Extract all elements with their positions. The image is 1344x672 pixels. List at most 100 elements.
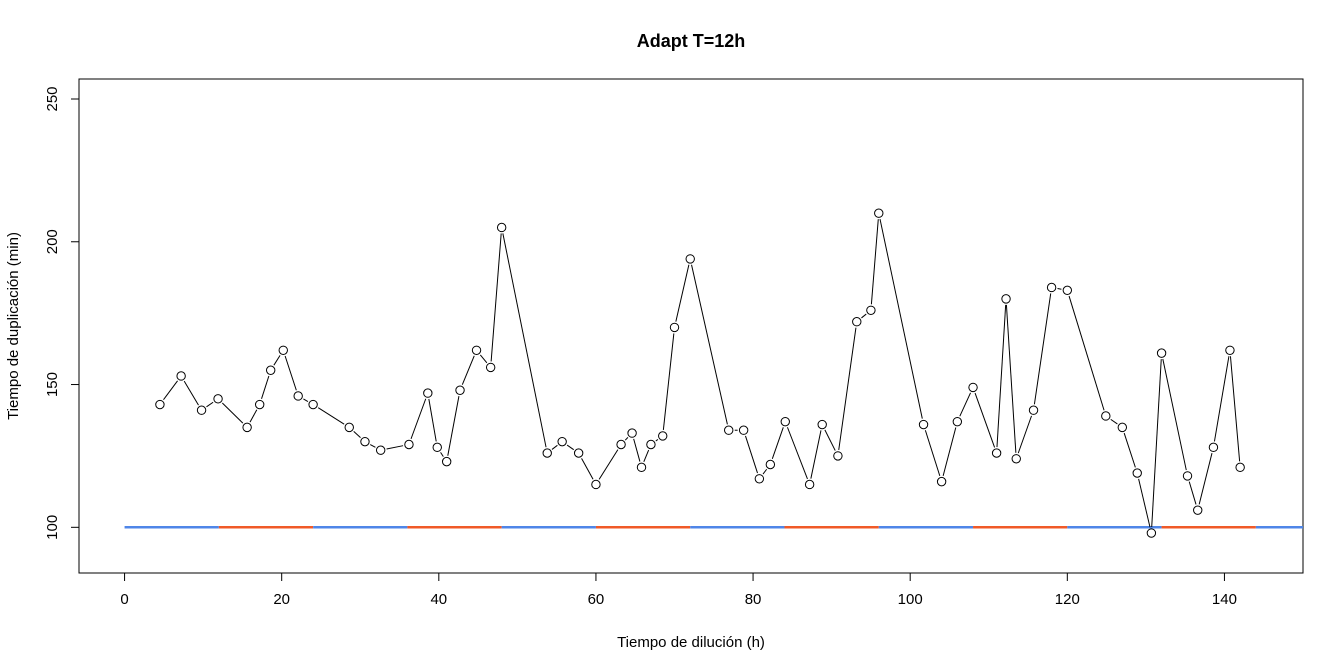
data-point bbox=[176, 371, 186, 381]
data-point bbox=[658, 431, 668, 441]
data-point bbox=[738, 425, 749, 435]
data-point bbox=[636, 462, 647, 473]
series-line-segment bbox=[598, 449, 619, 480]
series-line-segment bbox=[662, 333, 675, 431]
data-point bbox=[1132, 468, 1142, 478]
data-point bbox=[1146, 528, 1157, 538]
data-point bbox=[196, 405, 207, 415]
series-line-segment bbox=[959, 392, 971, 417]
data-point bbox=[1193, 505, 1203, 515]
series-line-segment bbox=[924, 430, 941, 477]
y-tick-label: 200 bbox=[44, 229, 61, 254]
data-point bbox=[471, 345, 482, 355]
series-line-segment bbox=[824, 429, 836, 451]
series-line-segment bbox=[221, 402, 244, 424]
y-tick-label: 100 bbox=[44, 515, 61, 540]
series-line-segment bbox=[1033, 293, 1052, 405]
data-point bbox=[669, 322, 680, 333]
data-point bbox=[404, 439, 414, 450]
data-point bbox=[441, 456, 452, 467]
data-point bbox=[936, 476, 947, 487]
x-tick-label: 60 bbox=[588, 591, 605, 608]
series-line-segment bbox=[369, 444, 376, 448]
series-line-segment bbox=[502, 233, 547, 448]
data-point bbox=[496, 222, 507, 233]
series-line-segment bbox=[1198, 453, 1213, 505]
y-tick-label: 150 bbox=[44, 372, 61, 397]
series-line-segment bbox=[353, 431, 361, 438]
data-point bbox=[242, 422, 252, 433]
series-line-segment bbox=[870, 219, 879, 305]
data-point bbox=[278, 345, 288, 355]
series-line-segment bbox=[1068, 295, 1105, 411]
data-point bbox=[1011, 454, 1021, 464]
series-line-group bbox=[163, 218, 1241, 528]
data-point bbox=[833, 451, 843, 461]
data-point bbox=[213, 394, 223, 404]
series-line-segment bbox=[1213, 356, 1230, 442]
series-line-segment bbox=[273, 355, 281, 366]
series-line-segment bbox=[386, 445, 404, 450]
series-line-segment bbox=[428, 398, 437, 442]
data-point bbox=[1225, 345, 1235, 355]
series-line-segment bbox=[786, 427, 808, 480]
series-line-segment bbox=[810, 430, 822, 479]
series-line-segment bbox=[317, 407, 345, 425]
series-line-segment bbox=[1123, 432, 1136, 468]
data-point bbox=[616, 439, 626, 450]
series-line-segment bbox=[1188, 481, 1197, 505]
series-line-segment bbox=[1110, 418, 1118, 425]
data-point bbox=[591, 479, 601, 490]
series-line-segment bbox=[762, 468, 768, 475]
x-axis: 0 20 40 60 80 100 120 140 bbox=[120, 572, 1237, 608]
data-point bbox=[360, 436, 370, 447]
series-line-segment bbox=[303, 398, 309, 402]
data-point bbox=[1062, 285, 1073, 296]
data-point bbox=[1117, 422, 1128, 433]
series-line-segment bbox=[1162, 358, 1187, 471]
data-point bbox=[375, 445, 386, 455]
series-line-segment bbox=[551, 444, 558, 450]
data-point bbox=[455, 385, 465, 395]
data-point bbox=[254, 399, 265, 410]
data-point bbox=[968, 382, 978, 393]
data-point bbox=[627, 428, 637, 438]
series-line-segment bbox=[1005, 304, 1017, 453]
series-line-segment bbox=[1229, 356, 1241, 462]
data-point bbox=[1028, 405, 1039, 415]
data-point bbox=[573, 448, 584, 458]
data-point bbox=[155, 399, 165, 410]
series-line-segment bbox=[206, 401, 214, 408]
data-point bbox=[1182, 471, 1193, 481]
series-line-segment bbox=[643, 449, 650, 462]
x-axis-label: Tiempo de dilución (h) bbox=[617, 634, 765, 651]
series-line-segment bbox=[1057, 288, 1062, 290]
series-line-segment bbox=[838, 327, 857, 451]
series-line-segment bbox=[1017, 415, 1032, 454]
data-point bbox=[991, 448, 1002, 458]
series-line-segment bbox=[655, 439, 659, 442]
data-point bbox=[646, 439, 656, 450]
data-point bbox=[308, 399, 318, 410]
data-point bbox=[765, 459, 776, 470]
data-points bbox=[155, 208, 1245, 538]
data-point bbox=[1046, 282, 1057, 293]
data-point bbox=[874, 208, 884, 218]
plot-frame bbox=[78, 78, 1304, 574]
series-line-segment bbox=[440, 452, 444, 457]
series-line-segment bbox=[691, 264, 728, 425]
series-line-segment bbox=[479, 354, 488, 364]
series-line-segment bbox=[183, 380, 199, 406]
series-line-segment bbox=[942, 427, 957, 476]
series-line-segment bbox=[261, 375, 270, 399]
series-line-segment bbox=[566, 444, 575, 451]
data-point bbox=[852, 317, 862, 327]
data-point bbox=[557, 436, 567, 447]
series-line-segment bbox=[996, 304, 1007, 448]
series-line-segment bbox=[490, 233, 502, 362]
x-tick-label: 120 bbox=[1055, 591, 1080, 608]
x-tick-label: 80 bbox=[745, 591, 762, 608]
data-point bbox=[542, 448, 552, 458]
x-tick-label: 40 bbox=[430, 591, 447, 608]
